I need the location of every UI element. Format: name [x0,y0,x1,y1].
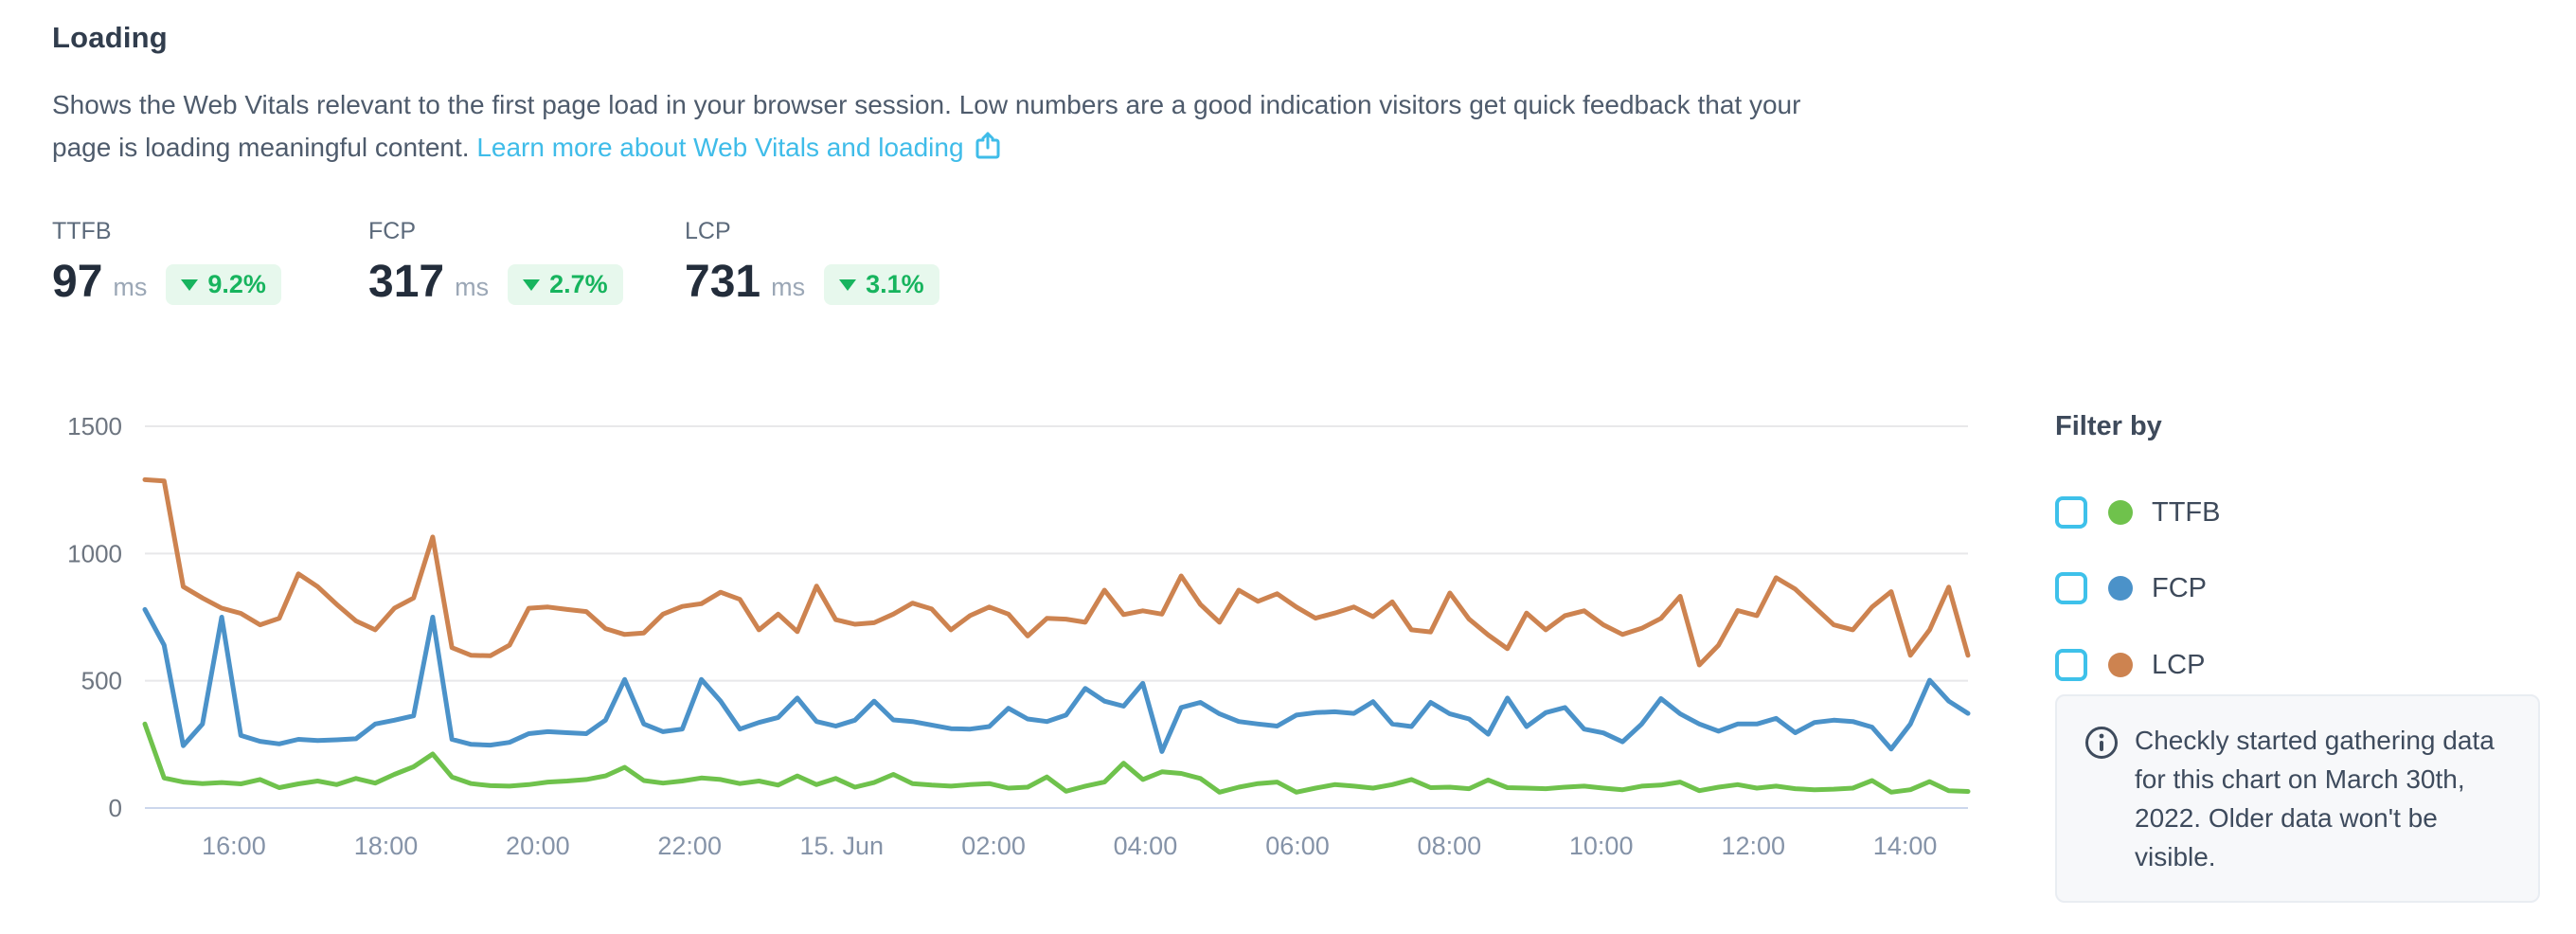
x-axis-tick: 06:00 [1265,832,1330,860]
change-badge: 9.2% [166,264,281,305]
x-axis-tick: 18:00 [354,832,419,860]
ttfb-checkbox[interactable] [2055,496,2087,529]
change-value: 9.2% [207,270,266,298]
legend-item-fcp[interactable]: FCP [2055,572,2207,604]
series-line-lcp [142,476,1971,668]
info-icon [2084,725,2120,765]
metric-unit: ms [113,273,148,301]
down-arrow-icon [181,278,199,291]
metric-label: TTFB [52,218,112,244]
x-axis-tick: 08:00 [1418,832,1482,860]
metric-unit: ms [771,273,806,301]
legend-item-lcp[interactable]: LCP [2055,649,2205,681]
lcp-checkbox[interactable] [2055,649,2087,681]
metric-unit: ms [455,273,490,301]
x-axis-tick: 15. Jun [799,832,884,860]
data-notice-box: Checkly started gathering data for this … [2055,694,2540,903]
metric-label: LCP [685,218,731,244]
notice-text: Checkly started gathering data for this … [2135,726,2495,871]
metric-value: 731 [685,256,761,307]
vitals-chart-svg[interactable]: 0 500 1000 1500 16:00 18:00 20:00 22:00 15. Jun 0… [0,398,2046,890]
fcp-checkbox[interactable] [2055,572,2087,604]
series-line-fcp [142,606,1971,754]
metric-value: 317 [368,256,445,307]
filter-by-title: Filter by [2055,411,2162,441]
y-axis-tick: 500 [81,667,122,695]
down-arrow-icon [839,278,857,291]
x-axis-tick: 16:00 [202,832,266,860]
page-title: Loading [52,21,168,54]
down-arrow-icon [523,278,541,291]
metric-label: FCP [368,218,416,244]
x-axis-tick: 22:00 [657,832,722,860]
legend-label[interactable]: FCP [2152,572,2207,603]
legend-item-ttfb[interactable]: TTFB [2055,496,2221,529]
legend-dot [2108,576,2133,601]
y-axis-tick: 0 [109,794,122,822]
metric-ttfb: TTFB 97 ms 9.2% [52,218,281,305]
x-axis-tick: 12:00 [1721,832,1785,860]
x-axis-tick: 04:00 [1114,832,1178,860]
legend-dot [2108,500,2133,525]
metric-value: 97 [52,256,103,307]
series-line-ttfb [142,721,1971,795]
legend-dot [2108,653,2133,677]
x-axis-tick: 10:00 [1569,832,1634,860]
description-line1: Shows the Web Vitals relevant to the fir… [52,90,1801,119]
change-value: 2.7% [549,270,608,298]
x-axis-tick: 02:00 [961,832,1026,860]
learn-more-link[interactable]: Learn more about Web Vitals and loading [476,133,964,162]
y-axis-tick: 1000 [67,539,122,567]
y-axis-tick: 1500 [67,412,122,440]
change-badge: 3.1% [824,264,939,305]
metric-fcp: FCP 317 ms 2.7% [368,218,623,305]
legend-label[interactable]: LCP [2152,649,2206,680]
x-axis-tick: 14:00 [1873,832,1938,860]
legend-label[interactable]: TTFB [2152,496,2221,528]
change-badge: 2.7% [508,264,623,305]
description: Shows the Web Vitals relevant to the fir… [52,83,2041,173]
change-value: 3.1% [866,270,924,298]
description-line2: page is loading meaningful content. [52,133,477,162]
metric-lcp: LCP 731 ms 3.1% [685,218,939,305]
external-link-icon[interactable] [974,131,1002,173]
x-axis-tick: 20:00 [506,832,570,860]
